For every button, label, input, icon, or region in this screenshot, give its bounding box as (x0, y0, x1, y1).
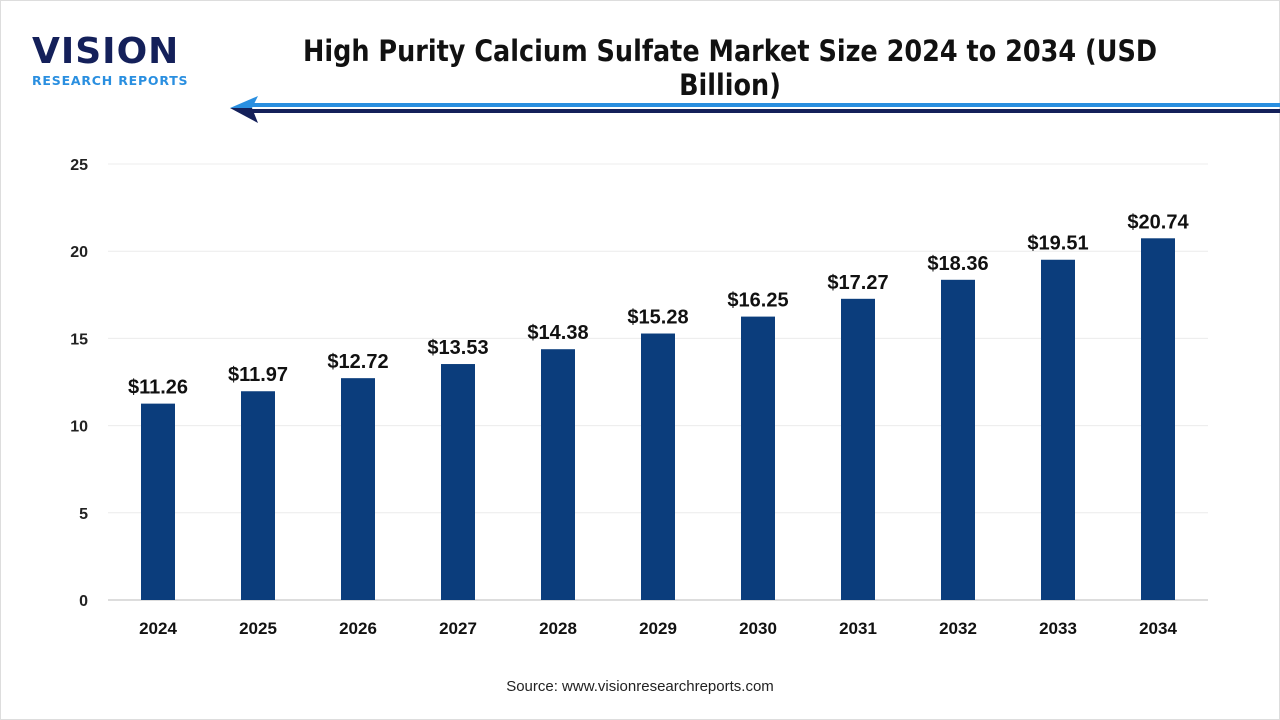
bar-2034 (1141, 238, 1175, 600)
source-note: Source: www.visionresearchreports.com (506, 678, 774, 695)
data-label: $12.72 (327, 351, 388, 373)
logo-wordmark: VISION (32, 31, 180, 72)
x-tick-label: 2031 (839, 619, 877, 638)
bar-2028 (541, 349, 575, 600)
x-tick-label: 2024 (139, 619, 177, 638)
data-label: $16.25 (727, 290, 788, 312)
bar-2030 (741, 316, 775, 600)
bar-2027 (441, 364, 475, 600)
logo-subtitle: RESEARCH REPORTS (32, 73, 189, 88)
data-label: $18.36 (927, 253, 988, 275)
bar-2032 (941, 279, 975, 600)
logo: VISION RESEARCH REPORTS (32, 31, 189, 89)
x-tick-label: 2033 (1039, 619, 1077, 638)
bar-2031 (841, 298, 875, 600)
data-label: $19.51 (1027, 233, 1088, 255)
data-label: $17.27 (827, 272, 888, 294)
data-label: $15.28 (627, 307, 688, 329)
x-tick-label: 2025 (239, 619, 277, 638)
chart-title: High Purity Calcium Sulfate Market Size … (302, 34, 1158, 102)
x-tick-label: 2034 (1139, 619, 1177, 638)
bar-2033 (1041, 259, 1075, 600)
data-label: $11.97 (228, 364, 288, 386)
y-tick-label: 20 (70, 244, 88, 261)
data-label: $11.26 (128, 377, 188, 399)
x-tick-label: 2030 (739, 619, 777, 638)
y-tick-label: 10 (70, 419, 88, 436)
x-tick-label: 2028 (539, 619, 577, 638)
data-label: $14.38 (527, 322, 588, 344)
data-label: $13.53 (427, 337, 488, 359)
x-tick-label: 2032 (939, 619, 977, 638)
bar-2025 (241, 391, 275, 600)
bar-2024 (141, 403, 175, 600)
y-tick-label: 0 (79, 593, 88, 610)
bar-2029 (641, 333, 675, 600)
x-tick-label: 2029 (639, 619, 677, 638)
data-label: $20.74 (1127, 211, 1189, 233)
arrow-divider-icon (230, 96, 1280, 123)
x-tick-label: 2026 (339, 619, 377, 638)
y-tick-label: 5 (79, 506, 88, 523)
y-tick-label: 15 (70, 331, 88, 348)
y-tick-label: 25 (70, 157, 88, 174)
bar-2026 (341, 378, 375, 600)
x-tick-label: 2027 (439, 619, 477, 638)
